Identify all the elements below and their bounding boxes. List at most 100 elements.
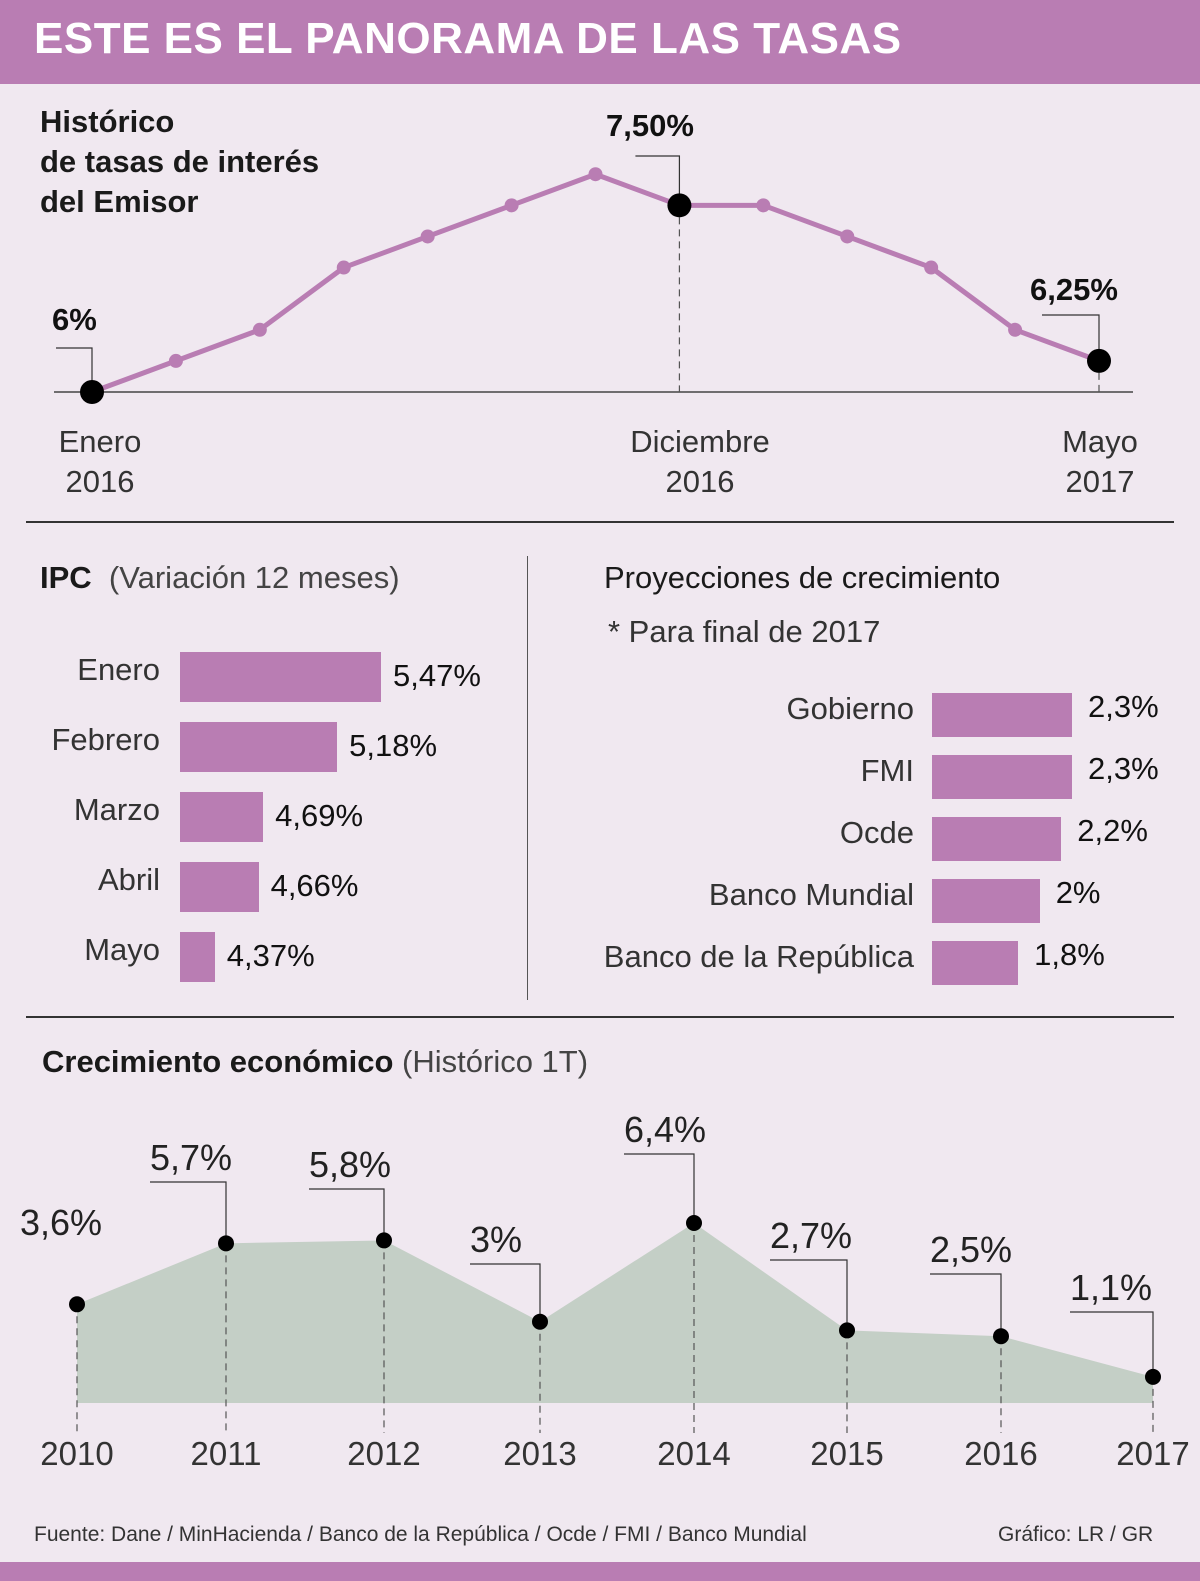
tasas-leader [1042,314,1100,361]
tasas-leader [56,347,93,392]
bar-category-label: Mayo [84,932,160,967]
ipc-title-main: IPC [40,560,92,595]
ipc-title: IPC (Variación 12 meses) [40,560,400,596]
bar [932,879,1040,923]
crecimiento-title-main: Crecimiento económico [42,1044,394,1079]
bar-value-label: 4,37% [226,938,315,973]
crecimiento-year-label: 2016 [964,1435,1037,1472]
crecimiento-point [686,1215,702,1231]
tasas-axis-label-mid: Diciembre 2016 [630,424,770,499]
bar-category-label: Banco de la República [603,939,914,974]
crecimiento-year-label: 2017 [1116,1435,1189,1472]
crecimiento-year-label: 2015 [810,1435,883,1472]
crecimiento-leader [150,1181,227,1244]
crecimiento-value-label: 2,5% [930,1229,1012,1270]
tasas-point [336,260,351,275]
bar [932,941,1019,985]
tasas-axis-label-end: Mayo 2017 [1062,424,1138,499]
crecimiento-point [532,1313,548,1330]
bar-category-label: Marzo [73,792,160,827]
tasas-title-line2: de tasas de interés [40,144,320,179]
tasas-highlight-point [667,193,692,218]
crecimiento-area-chart: 3,6% 2010 5,7% 2011 5,8% 2012 3% 2013 6,4% 2014 2,… [20,1109,1190,1472]
crecimiento-area [77,1223,1153,1403]
bar [180,652,381,702]
tasas-point [1008,322,1023,337]
crecimiento-leader [470,1263,541,1322]
crecimiento-leader [309,1188,385,1241]
crecimiento-subtitle: (Histórico 1T) [402,1044,589,1079]
crecimiento-point [376,1232,392,1249]
crecimiento-year-label: 2013 [503,1435,576,1472]
tasas-highlight-label: 7,50% [606,108,694,143]
crecimiento-leader [1070,1311,1154,1377]
tasas-axis-label-start: Enero 2016 [58,424,142,499]
bar-category-label: Gobierno [786,691,914,726]
bar-category-label: Banco Mundial [708,877,914,912]
bar [180,792,264,842]
tasas-highlight-label: 6% [52,302,97,337]
crecimiento-point [69,1296,85,1313]
crecimiento-point [218,1235,234,1252]
bar-value-label: 5,18% [349,728,438,763]
proyecciones-subtitle: * Para final de 2017 [608,614,881,649]
bar-category-label: Febrero [51,722,160,757]
crecimiento-year-label: 2011 [191,1435,262,1472]
crecimiento-leader [624,1153,695,1223]
crecimiento-point [993,1328,1009,1345]
bar-value-label: 5,47% [393,658,481,693]
ipc-subtitle: (Variación 12 meses) [108,560,400,595]
bar-value-label: 2% [1055,875,1101,910]
tasas-point [168,353,183,368]
bar [180,862,259,912]
tasas-title: Histórico de tasas de interés del Emisor [40,102,319,222]
proyecciones-title: Proyecciones de crecimiento [604,560,1001,595]
crecimiento-year-label: 2014 [657,1435,730,1472]
bar [180,722,338,772]
bar [932,817,1062,861]
tasas-highlight-point [1087,348,1111,373]
crecimiento-value-label: 2,7% [770,1215,852,1256]
bar-category-label: Ocde [839,815,914,850]
bar [932,693,1072,737]
bar-value-label: 4,66% [270,868,359,903]
tasas-point [840,229,855,244]
crecimiento-value-label: 5,8% [309,1144,391,1185]
crecimiento-leader [930,1273,1002,1337]
divider-1 [26,521,1174,523]
graphic-credit: Gráfico: LR / GR [998,1523,1154,1546]
tasas-title-line1: Histórico [40,104,175,139]
bar-category-label: Enero [77,652,160,687]
bar [180,932,215,982]
bar-value-label: 2,2% [1077,813,1148,848]
tasas-highlight-label: 6,25% [1030,272,1118,307]
crecimiento-value-label: 6,4% [624,1109,706,1150]
tasas-point [924,260,939,275]
bar-value-label: 1,8% [1034,937,1105,972]
tasas-point [252,322,267,337]
tasas-line-chart: 6% 7,50% 6,25% [52,108,1133,404]
bar [932,755,1072,799]
crecimiento-value-label: 1,1% [1070,1267,1152,1308]
crecimiento-value-label: 5,7% [150,1137,232,1178]
crecimiento-value-label: 3,6% [20,1202,102,1243]
tasas-point [756,198,771,213]
tasas-highlight-point [80,380,104,404]
bar-value-label: 2,3% [1088,689,1159,724]
divider-vertical [527,556,528,1000]
source-note: Fuente: Dane / MinHacienda / Banco de la… [34,1523,807,1546]
crecimiento-year-label: 2012 [347,1435,420,1472]
crecimiento-point [1145,1368,1161,1385]
crecimiento-value-label: 3% [470,1219,522,1260]
tasas-title-line3: del Emisor [40,184,199,219]
bar-value-label: 2,3% [1088,751,1159,786]
tasas-leader [635,155,681,206]
page-title: ESTE ES EL PANORAMA DE LAS TASAS [34,14,902,63]
tasas-point [420,229,435,244]
crecimiento-title: Crecimiento económico (Histórico 1T) [42,1044,588,1080]
bar-value-label: 4,69% [275,798,364,833]
header-banner: ESTE ES EL PANORAMA DE LAS TASAS [0,0,1200,84]
crecimiento-leader [770,1259,848,1331]
crecimiento-year-label: 2010 [40,1435,113,1472]
tasas-point [588,167,603,182]
